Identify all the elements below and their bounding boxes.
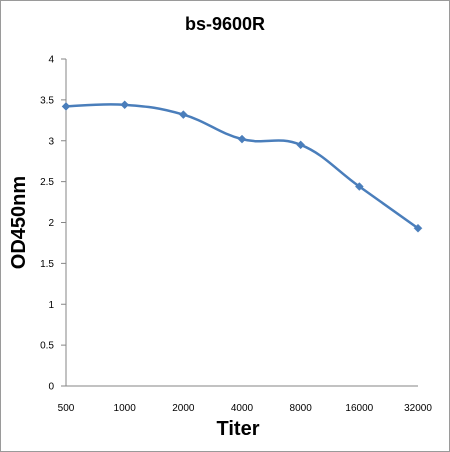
x-tick-label: 16000	[345, 403, 373, 414]
y-tick-label: 3.5	[40, 95, 54, 106]
x-tick-label: 8000	[290, 403, 313, 414]
data-point-marker	[413, 223, 423, 233]
y-tick-label: 2	[48, 218, 54, 229]
chart-title: bs-9600R	[184, 14, 266, 34]
x-axis-title: Titer	[217, 418, 260, 440]
data-point-marker	[296, 140, 306, 150]
y-tick-label: 0.5	[40, 341, 54, 352]
y-tick-label: 1	[48, 300, 54, 311]
data-point-marker	[120, 100, 130, 110]
y-tick-label: 2.5	[40, 177, 54, 188]
data-point-marker	[237, 134, 247, 144]
x-tick-label: 1000	[114, 403, 137, 414]
y-axis-title: OD450nm	[8, 176, 30, 269]
y-tick-label: 3	[48, 136, 54, 147]
x-tick-label: 2000	[172, 403, 195, 414]
x-tick-label: 32000	[404, 403, 432, 414]
y-tick-label: 4	[48, 55, 54, 66]
series-line	[64, 103, 420, 230]
data-point-marker	[61, 102, 71, 111]
data-point-marker	[178, 110, 188, 119]
x-tick-label: 500	[58, 403, 75, 414]
data-point-marker	[354, 182, 364, 191]
y-tick-label: 0	[48, 382, 54, 393]
x-tick-label: 4000	[231, 403, 254, 414]
y-tick-label: 1.5	[40, 259, 54, 270]
